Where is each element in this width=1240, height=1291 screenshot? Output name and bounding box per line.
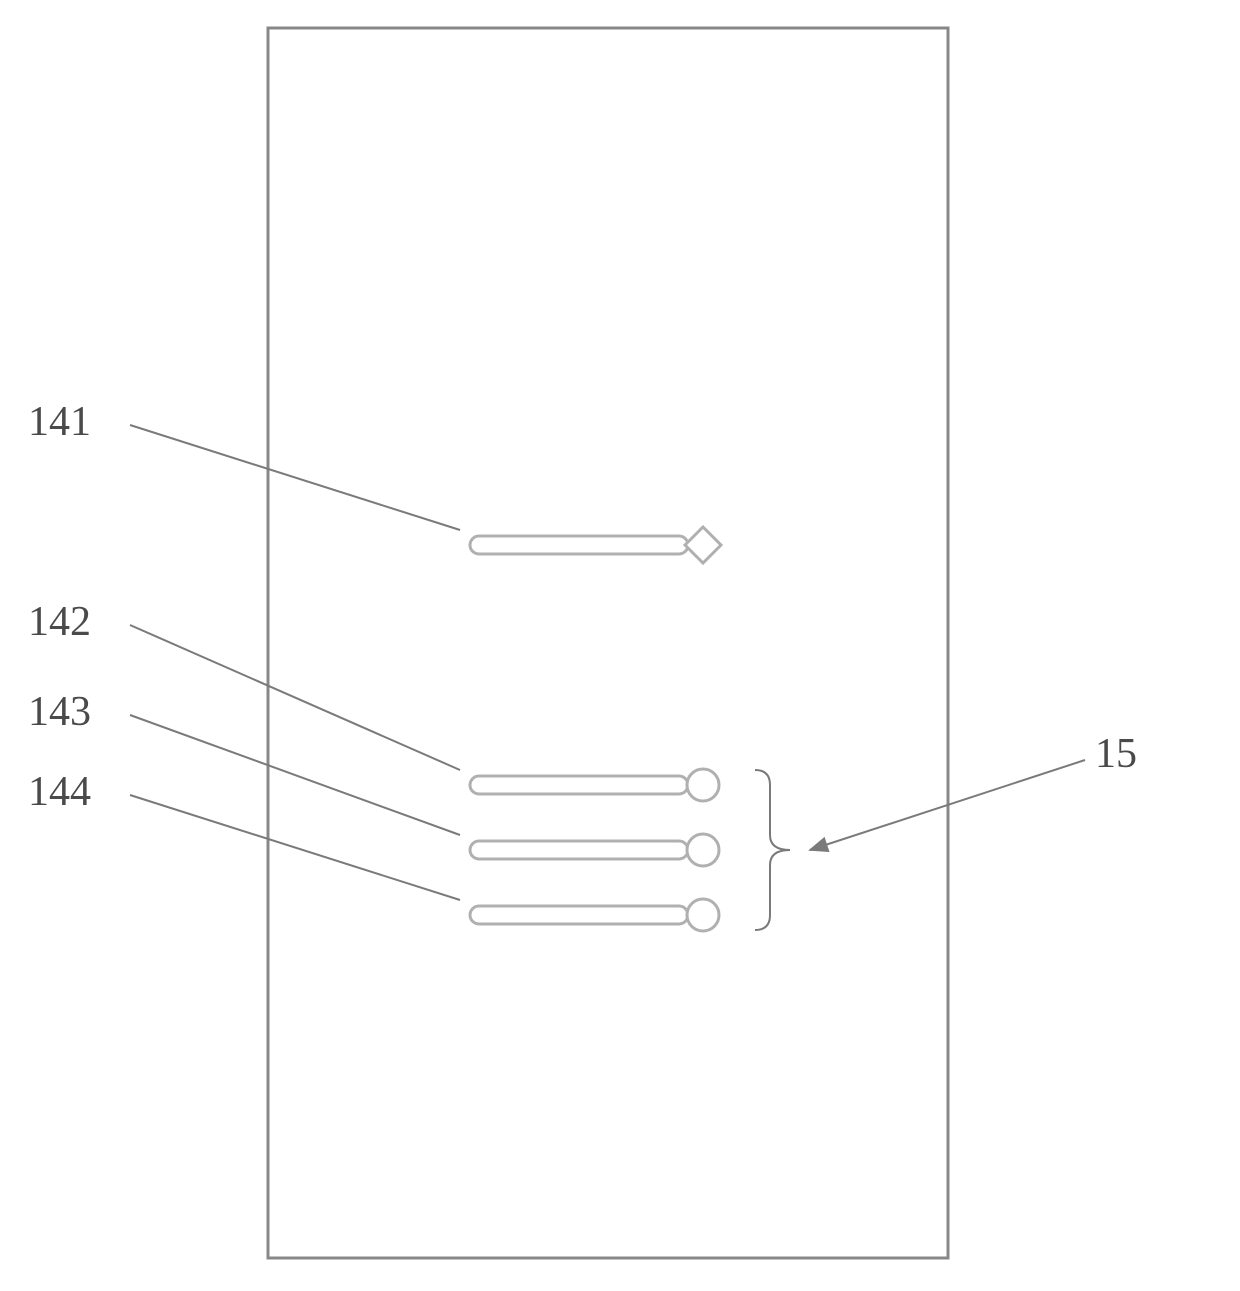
probe-tube [470, 906, 688, 924]
label-15: 15 [1095, 730, 1137, 778]
probe-bulb [687, 899, 719, 931]
group-bracket [755, 770, 790, 930]
label-142: 142 [28, 598, 91, 646]
probe-tube [470, 536, 688, 554]
outer-box [268, 28, 948, 1258]
leader-line [130, 795, 460, 900]
probe-tube [470, 841, 688, 859]
diagram-svg [0, 0, 1240, 1291]
label-144: 144 [28, 768, 91, 816]
probe-bulb [685, 527, 721, 563]
probe-bulb [687, 834, 719, 866]
label-143: 143 [28, 688, 91, 736]
label-141: 141 [28, 398, 91, 446]
probe-bulb [687, 769, 719, 801]
probe-tube [470, 776, 688, 794]
leader-line [130, 625, 460, 770]
leader-line [130, 715, 460, 835]
leader-line [130, 425, 460, 530]
